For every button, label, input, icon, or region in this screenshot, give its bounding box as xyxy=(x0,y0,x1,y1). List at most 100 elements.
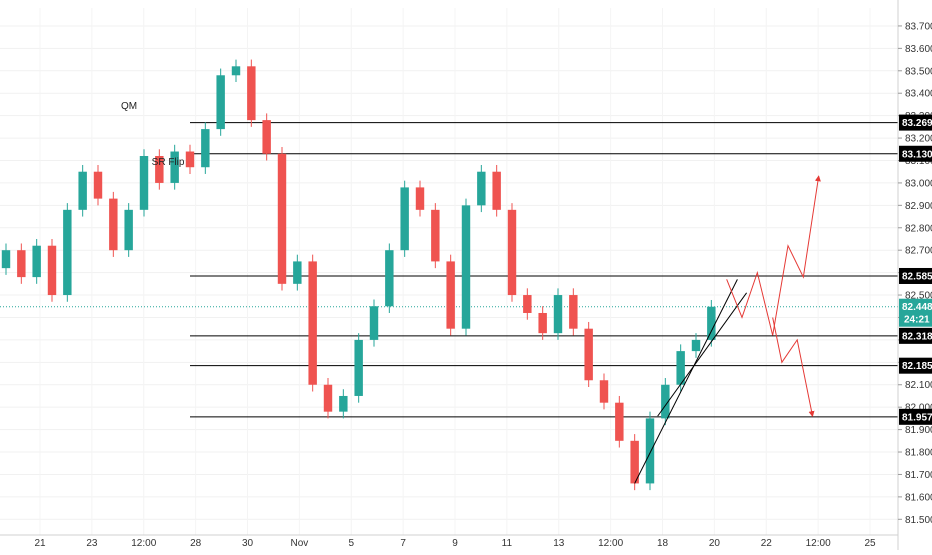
candle-body xyxy=(277,153,287,284)
price-level-tag-label: 82.185 xyxy=(902,361,932,372)
annotation-label: QM xyxy=(121,101,137,112)
time-tick-label: 9 xyxy=(452,538,458,549)
candle-body xyxy=(477,171,486,206)
candle-body xyxy=(323,384,333,412)
candle-body xyxy=(691,339,701,352)
price-tick-label: 82.000 xyxy=(905,403,932,414)
trendline xyxy=(657,292,748,417)
price-levels xyxy=(0,122,898,418)
candle-body xyxy=(553,295,563,334)
candle-body xyxy=(431,209,440,262)
current-price-label: 82.448 xyxy=(902,302,932,313)
price-tick-label: 81.800 xyxy=(905,448,932,459)
price-level-tag xyxy=(899,408,932,425)
time-tick-label: 12:00 xyxy=(131,538,156,549)
price-tick-label: 82.700 xyxy=(905,246,932,257)
time-axis[interactable]: 21 23 12:00 28 30 Nov 5 7 9 11 13 12:00 18 20 22 12:00 2… xyxy=(0,534,898,549)
price-tick-label: 83.000 xyxy=(905,178,932,189)
candle-body xyxy=(63,209,72,296)
price-tick-label: 83.700 xyxy=(905,21,932,32)
candle-body xyxy=(538,312,547,334)
candle-body xyxy=(124,209,133,251)
candle-body xyxy=(492,171,501,210)
candle-body xyxy=(630,440,639,484)
price-level-tag xyxy=(899,267,932,284)
candle-body xyxy=(170,151,179,183)
price-level-tag-label: 83.130 xyxy=(902,149,932,160)
price-tick-label: 82.500 xyxy=(905,291,932,302)
candle-body xyxy=(707,306,716,340)
candle-body xyxy=(415,187,425,210)
candle-body xyxy=(93,171,103,199)
candle-body xyxy=(262,120,271,154)
price-tick-label: 82.900 xyxy=(905,201,932,212)
price-tick-label: 82.100 xyxy=(905,380,932,391)
candle-body xyxy=(461,205,471,329)
price-tags: 83.269 83.130 82.585 82.318 82.185 81.957 82.4… xyxy=(899,114,932,425)
candle-body xyxy=(400,187,409,251)
price-tick-label: 83.200 xyxy=(905,134,932,145)
price-tick-label: 81.700 xyxy=(905,470,932,481)
candle-body xyxy=(369,306,379,340)
time-tick-label: 12:00 xyxy=(598,538,623,549)
price-level-tag-label: 83.269 xyxy=(902,118,932,129)
candle-body xyxy=(78,171,87,210)
price-tick-label: 83.400 xyxy=(905,89,932,100)
time-tick-label: 28 xyxy=(190,538,202,549)
candle-body xyxy=(339,395,348,412)
candle-body xyxy=(231,66,241,76)
candle-body xyxy=(676,351,685,385)
price-tick-label: 81.500 xyxy=(905,515,932,526)
candles xyxy=(1,59,716,491)
candle-body xyxy=(201,129,210,168)
projection-path xyxy=(726,175,821,336)
candle-body xyxy=(584,328,593,381)
price-level-tag-label: 82.318 xyxy=(902,331,932,342)
price-level-tag xyxy=(899,327,932,344)
candle-body xyxy=(385,250,394,307)
candle-body xyxy=(661,384,670,419)
candle-body xyxy=(615,402,624,441)
candle-body xyxy=(293,261,302,284)
candle-body xyxy=(17,250,26,278)
price-level-tag xyxy=(899,114,932,131)
time-tick-label: 11 xyxy=(502,538,513,549)
price-tick-label: 83.500 xyxy=(905,66,932,77)
countdown-label: 24:21 xyxy=(904,315,930,326)
candle-body xyxy=(354,339,363,396)
candle-body xyxy=(599,380,609,403)
candle-body xyxy=(109,198,118,251)
price-level-tag xyxy=(899,357,932,374)
candle-body xyxy=(446,261,455,329)
time-tick-label: 21 xyxy=(34,538,46,549)
time-tick-label: 23 xyxy=(86,538,98,549)
time-tick-label: 25 xyxy=(864,538,876,549)
price-level-tag xyxy=(899,145,932,162)
price-level-tag-label: 81.957 xyxy=(902,412,932,423)
projections xyxy=(726,175,821,418)
candle-body xyxy=(47,245,57,296)
trendlines xyxy=(634,279,748,484)
price-tick-label: 81.600 xyxy=(905,492,932,503)
candle-body xyxy=(569,295,578,329)
annotation-label: SR Flip xyxy=(152,157,185,168)
trendline xyxy=(634,279,738,484)
candle-body xyxy=(247,66,256,121)
projection-path xyxy=(772,317,815,418)
grid xyxy=(0,8,898,535)
current-price-tag xyxy=(899,298,932,327)
time-tick-label: Nov xyxy=(290,538,308,549)
time-tick-label: 12:00 xyxy=(806,538,831,549)
time-tick-label: 5 xyxy=(348,538,354,549)
price-level-tag-label: 82.585 xyxy=(902,271,932,282)
candle-body xyxy=(32,245,41,278)
time-tick-label: 20 xyxy=(709,538,721,549)
price-tick-label: 81.900 xyxy=(905,425,932,436)
candle-body xyxy=(139,156,149,210)
time-tick-label: 30 xyxy=(242,538,254,549)
time-tick-label: 22 xyxy=(761,538,773,549)
time-tick-label: 7 xyxy=(400,538,406,549)
candle-body xyxy=(185,151,195,168)
